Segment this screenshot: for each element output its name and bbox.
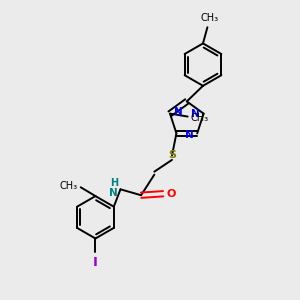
Text: N: N	[173, 107, 182, 117]
Text: CH₃: CH₃	[190, 113, 208, 123]
Text: H: H	[110, 178, 118, 188]
Text: N: N	[185, 130, 194, 140]
Text: N: N	[191, 109, 200, 118]
Text: CH₃: CH₃	[200, 14, 218, 23]
Text: O: O	[167, 189, 176, 199]
Text: N: N	[110, 188, 118, 198]
Text: S: S	[168, 151, 176, 160]
Text: CH₃: CH₃	[60, 181, 78, 191]
Text: I: I	[93, 256, 98, 268]
